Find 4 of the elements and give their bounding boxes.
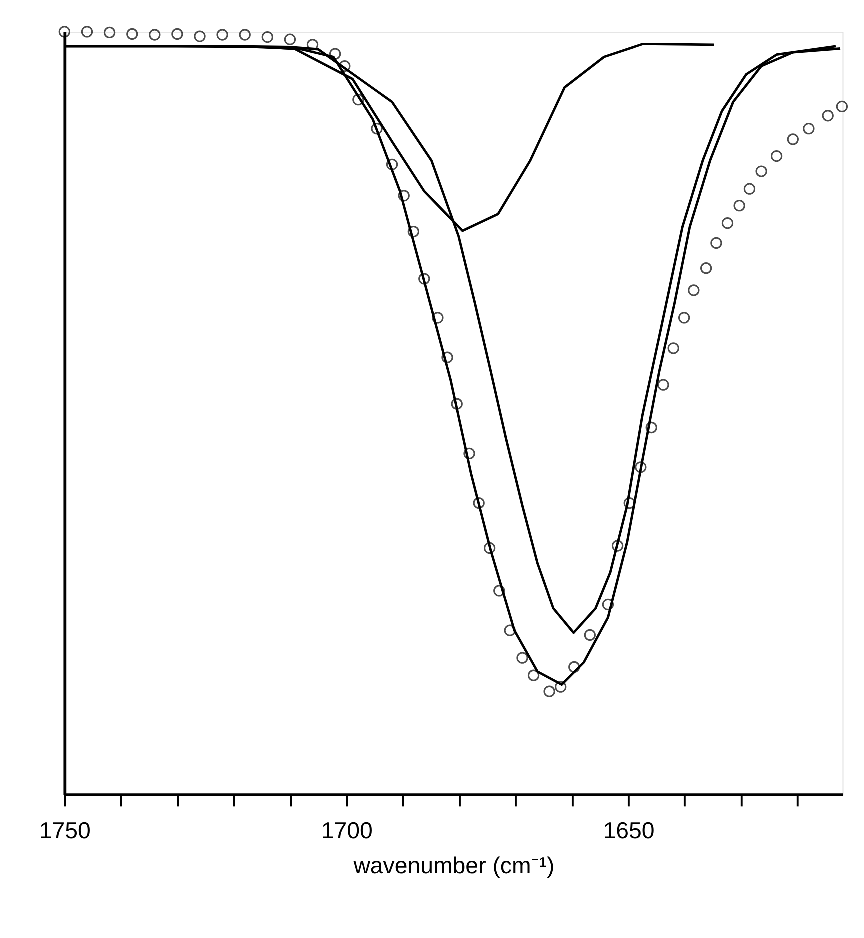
x-tick-label: 1650 [603, 818, 655, 844]
x-tick-label: 1750 [39, 818, 91, 844]
x-axis-title: wavenumber (cm⁻¹) [352, 852, 555, 878]
x-tick-label: 1700 [321, 818, 373, 844]
